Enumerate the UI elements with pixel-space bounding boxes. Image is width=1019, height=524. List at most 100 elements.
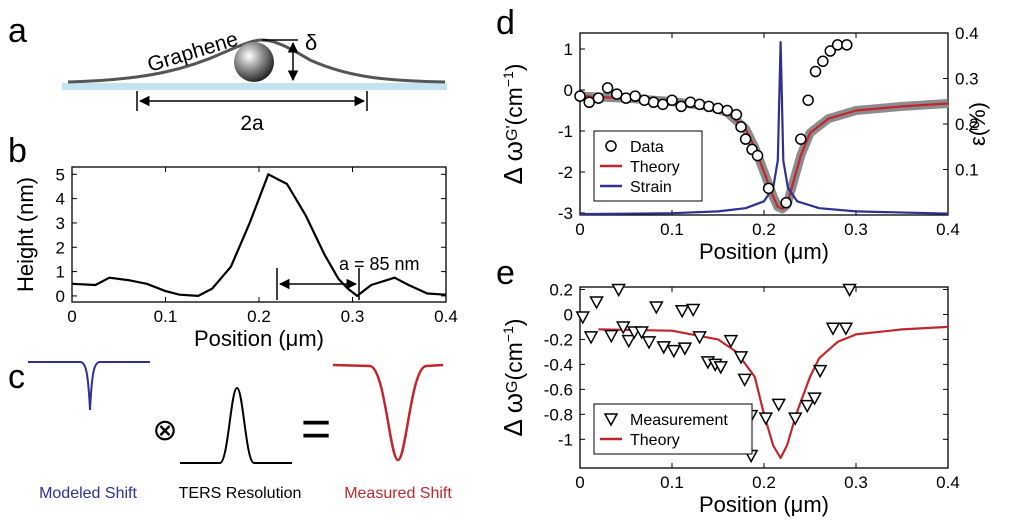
- marker: [751, 149, 764, 162]
- marker: [641, 336, 657, 350]
- marker: [824, 45, 836, 57]
- width-label: 2a: [240, 112, 264, 135]
- marker: [795, 133, 807, 145]
- y-tick-label: 1: [56, 263, 65, 282]
- panel-a: a δ Graphene 2a: [8, 12, 447, 135]
- y-tick-label: 1: [564, 40, 573, 59]
- marker: [615, 321, 631, 335]
- marker: [620, 92, 632, 104]
- annotation-text: a = 85 nm: [339, 254, 420, 274]
- x-axis-label: Position (μm): [699, 492, 829, 517]
- resolution-curve: [180, 386, 292, 464]
- marker: [809, 65, 822, 78]
- marker: [812, 364, 828, 379]
- convolve-symbol: ⊗: [152, 414, 177, 447]
- marker: [674, 304, 690, 319]
- marker: [771, 398, 786, 412]
- y-tick-label: 5: [56, 165, 65, 184]
- marker: [802, 94, 814, 106]
- particle: [234, 42, 274, 82]
- y-axis-label-part: −1: [500, 71, 516, 87]
- marker: [684, 96, 697, 109]
- marker: [656, 341, 671, 355]
- marker: [762, 182, 775, 195]
- marker: [693, 98, 706, 111]
- panel-c: c ⊗ = Modeled Shift TERS Resolution Meas…: [8, 358, 452, 502]
- x-tick-label: 0: [575, 473, 584, 492]
- marker: [629, 90, 641, 102]
- marker: [739, 133, 752, 145]
- legend-label: Data: [630, 139, 664, 156]
- x-tick-label: 0.4: [936, 473, 960, 492]
- legend-label: Strain: [630, 179, 672, 196]
- marker: [758, 412, 774, 426]
- x-tick-label: 0.3: [341, 307, 365, 326]
- y-tick-label: -0.4: [544, 355, 573, 374]
- y-tick-label: -1: [558, 122, 573, 141]
- marker: [712, 102, 724, 115]
- marker: [592, 92, 605, 104]
- x-axis-label: Position (μm): [699, 239, 829, 264]
- y-tick-label: -0.6: [544, 380, 573, 399]
- y-tick-label: 0.2: [549, 280, 573, 299]
- marker: [589, 296, 604, 310]
- marker: [666, 94, 678, 106]
- marker: [685, 303, 701, 318]
- marker: [807, 392, 822, 406]
- legend-marker: [605, 140, 617, 152]
- marker: [574, 90, 586, 102]
- x-tick-label: 0: [67, 307, 76, 326]
- caption: Modeled Shift: [39, 485, 137, 502]
- panel-label: e: [496, 254, 515, 292]
- y-axis-label-part: ): [501, 64, 527, 72]
- y-axis-label-part: −1: [500, 326, 516, 342]
- marker: [583, 96, 595, 109]
- marker: [730, 108, 743, 121]
- x-tick-label: 0.2: [752, 220, 776, 239]
- x-tick-label: 0.4: [434, 307, 458, 326]
- panel-label: c: [8, 358, 25, 396]
- caption: Measured Shift: [344, 485, 452, 502]
- y-axis-label: Δ ωG'(cm−1): [498, 64, 528, 185]
- y-tick-label: -3: [558, 204, 573, 223]
- marker: [575, 311, 591, 325]
- y-axis-label: Height (nm): [13, 177, 38, 292]
- x-tick-label: 0.1: [660, 220, 684, 239]
- marker: [611, 88, 623, 100]
- annotation: a = 85 nm: [276, 254, 420, 300]
- marker: [737, 373, 752, 387]
- line: [71, 173, 447, 297]
- legend-label: Measurement: [630, 412, 728, 429]
- y2-tick-label: 0.4: [955, 24, 979, 43]
- x-tick-label: 0: [575, 220, 584, 239]
- marker: [647, 96, 660, 109]
- marker: [780, 196, 792, 209]
- marker: [825, 322, 841, 336]
- marker: [721, 104, 733, 117]
- substrate: [62, 83, 447, 90]
- x-tick-label: 0.2: [247, 307, 271, 326]
- graphene-label: Graphene: [145, 27, 241, 76]
- y2-tick-label: 0.1: [955, 161, 979, 180]
- marker: [621, 334, 637, 349]
- y-tick-label: 4: [56, 190, 65, 209]
- line: [598, 325, 949, 460]
- y-tick-label: 3: [56, 214, 65, 233]
- y-tick-label: 0: [564, 305, 573, 324]
- marker: [611, 283, 626, 298]
- marker: [841, 39, 853, 51]
- legend-label: Theory: [630, 159, 680, 176]
- x-tick-label: 0.3: [844, 220, 868, 239]
- y-axis-label-part: Δ ω: [498, 141, 528, 184]
- marker: [649, 301, 664, 315]
- marker: [788, 412, 803, 426]
- y-axis-label-part: ): [501, 319, 527, 327]
- marker: [604, 329, 619, 344]
- marker: [638, 94, 651, 106]
- x-axis-label: Position (μm): [194, 326, 324, 351]
- y-axis-label-part: (cm: [501, 342, 527, 380]
- y2-tick-label: 0.3: [955, 70, 979, 89]
- equals-symbol: =: [301, 400, 331, 458]
- y-tick-label: 2: [56, 238, 65, 257]
